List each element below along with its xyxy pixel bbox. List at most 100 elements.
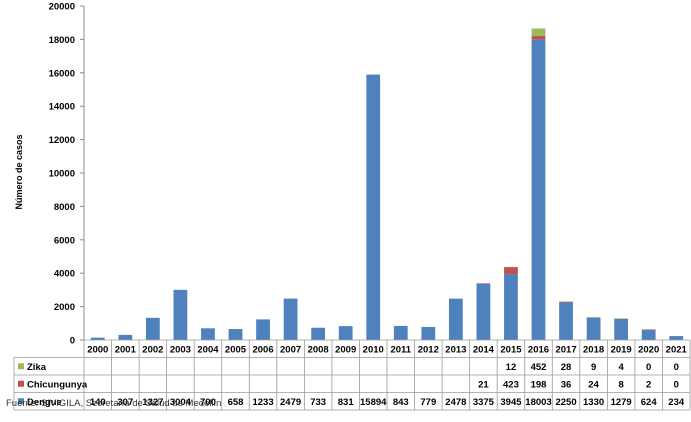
x-tick-label: 2011 [390, 344, 411, 355]
x-tick-label: 2021 [666, 344, 688, 355]
bars [90, 28, 684, 341]
bar-dengue-2019 [614, 318, 629, 340]
x-tick-label: 2005 [225, 344, 247, 355]
bar-zika-2015 [504, 266, 518, 268]
bar-dengue-2020 [641, 329, 656, 340]
source-note: Fuente: SIVIGILA, Secretaría de Salud de… [6, 398, 222, 409]
bar-dengue-2011 [393, 325, 408, 340]
y-tick-label: 10000 [49, 169, 75, 180]
bar-dengue-2013 [448, 298, 463, 340]
data-label-dengue: 1327 [142, 397, 163, 408]
x-tick-label: 2013 [445, 344, 466, 355]
data-label-chicungunya: 2 [646, 379, 651, 390]
data-label-zika: 9 [591, 362, 596, 373]
data-label-zika: 0 [646, 362, 651, 373]
y-tick-label: 2000 [54, 302, 75, 313]
bar-chicungunya-2017 [559, 301, 573, 303]
bar-dengue-2000 [90, 337, 105, 340]
bar-dengue-2004 [201, 328, 215, 340]
bar-chicungunya-2014 [476, 283, 491, 284]
x-tick-label: 2017 [555, 344, 576, 355]
data-label-dengue: 234 [668, 397, 685, 408]
data-label-dengue: 3945 [500, 397, 522, 408]
data-label-zika: 4 [618, 362, 624, 373]
data-label-chicungunya: 21 [478, 379, 489, 390]
legend-swatch-chicungunya [18, 380, 24, 387]
data-label-chicungunya: 24 [588, 379, 599, 390]
bar-dengue-2014 [476, 283, 491, 340]
bar-dengue-2018 [586, 317, 601, 340]
data-label-zika: 28 [561, 362, 572, 373]
y-tick-label: 16000 [49, 68, 75, 79]
legend-swatch-dengue [18, 398, 24, 405]
bar-dengue-2016 [531, 39, 546, 340]
bar-zika-2017 [559, 301, 573, 302]
bar-dengue-2009 [338, 326, 353, 340]
bar-zika-2019 [614, 318, 629, 319]
data-label-chicungunya: 36 [561, 379, 572, 390]
x-tick-label: 2000 [87, 344, 108, 355]
data-label-zika: 0 [674, 362, 679, 373]
x-tick-label: 2001 [115, 344, 137, 355]
x-tick-label: 2009 [335, 344, 356, 355]
data-label-dengue: 307 [117, 397, 133, 408]
x-tick-label: 2008 [308, 344, 329, 355]
bar-chicungunya-2015 [504, 267, 518, 275]
bar-dengue-2017 [559, 302, 573, 340]
data-label-dengue: 1279 [611, 397, 632, 408]
data-label-dengue: 831 [338, 397, 355, 408]
x-tick-label: 2018 [583, 344, 604, 355]
y-axis-label: Número de casos [14, 134, 24, 209]
data-label-chicungunya: 8 [618, 379, 623, 390]
y-tick-label: 18000 [49, 35, 75, 46]
y-tick-label: 6000 [54, 235, 75, 246]
x-tick-label: 2014 [473, 344, 495, 355]
data-table: 2000 2001 2002 2003 2004 2005 2006 2007 2008 2009… [13, 339, 691, 411]
bar-dengue-2001 [118, 334, 133, 340]
legend-label-dengue: Dengue [27, 397, 62, 408]
data-label-chicungunya: 198 [531, 379, 547, 390]
x-tick-label: 2016 [528, 344, 549, 355]
y-tick-label: 20000 [49, 2, 75, 13]
data-label-chicungunya: 0 [674, 379, 679, 390]
data-label-dengue: 1233 [252, 397, 273, 408]
legend-label-zika: Zika [27, 362, 47, 373]
bar-dengue-2012 [421, 326, 436, 340]
data-label-dengue: 18003 [525, 397, 551, 408]
bar-dengue-2007 [283, 298, 298, 340]
x-tick-label: 2012 [418, 344, 439, 355]
x-tick-label: 2019 [611, 344, 632, 355]
bar-dengue-2008 [311, 327, 326, 340]
bar-dengue-2002 [145, 317, 160, 340]
x-tick-label: 2002 [142, 344, 163, 355]
legend-label-chicungunya: Chicungunya [27, 379, 88, 390]
data-label-dengue: 2250 [555, 397, 576, 408]
data-label-chicungunya: 423 [503, 379, 519, 390]
data-label-dengue: 700 [200, 397, 216, 408]
bar-chicungunya-2020 [641, 329, 656, 331]
y-axis: 0 2000 4000 6000 8000 10000 12000 14000 16000 180… [49, 2, 85, 347]
x-tick-label: 2020 [638, 344, 659, 355]
data-label-dengue: 733 [310, 397, 326, 408]
x-tick-label: 2007 [280, 344, 301, 355]
data-label-dengue: 2478 [445, 397, 466, 408]
data-label-dengue: 779 [420, 397, 436, 408]
bar-zika-2016 [531, 28, 546, 37]
data-label-dengue: 3004 [170, 397, 192, 408]
bar-dengue-2006 [256, 319, 270, 340]
bar-chicungunya-2016 [531, 36, 546, 40]
legend-swatch-zika [18, 363, 24, 370]
bar-dengue-2003 [173, 289, 188, 340]
y-tick-label: 12000 [49, 135, 75, 146]
data-label-dengue: 15894 [360, 397, 387, 408]
data-label-dengue: 2479 [280, 397, 301, 408]
bar-dengue-2021 [669, 336, 684, 340]
x-tick-label: 2015 [500, 344, 522, 355]
data-label-dengue: 658 [228, 397, 244, 408]
x-tick-label: 2003 [170, 344, 191, 355]
data-label-dengue: 1330 [583, 397, 604, 408]
data-label-dengue: 624 [641, 397, 658, 408]
data-label-dengue: 3375 [473, 397, 495, 408]
data-label-dengue: 140 [90, 397, 106, 408]
